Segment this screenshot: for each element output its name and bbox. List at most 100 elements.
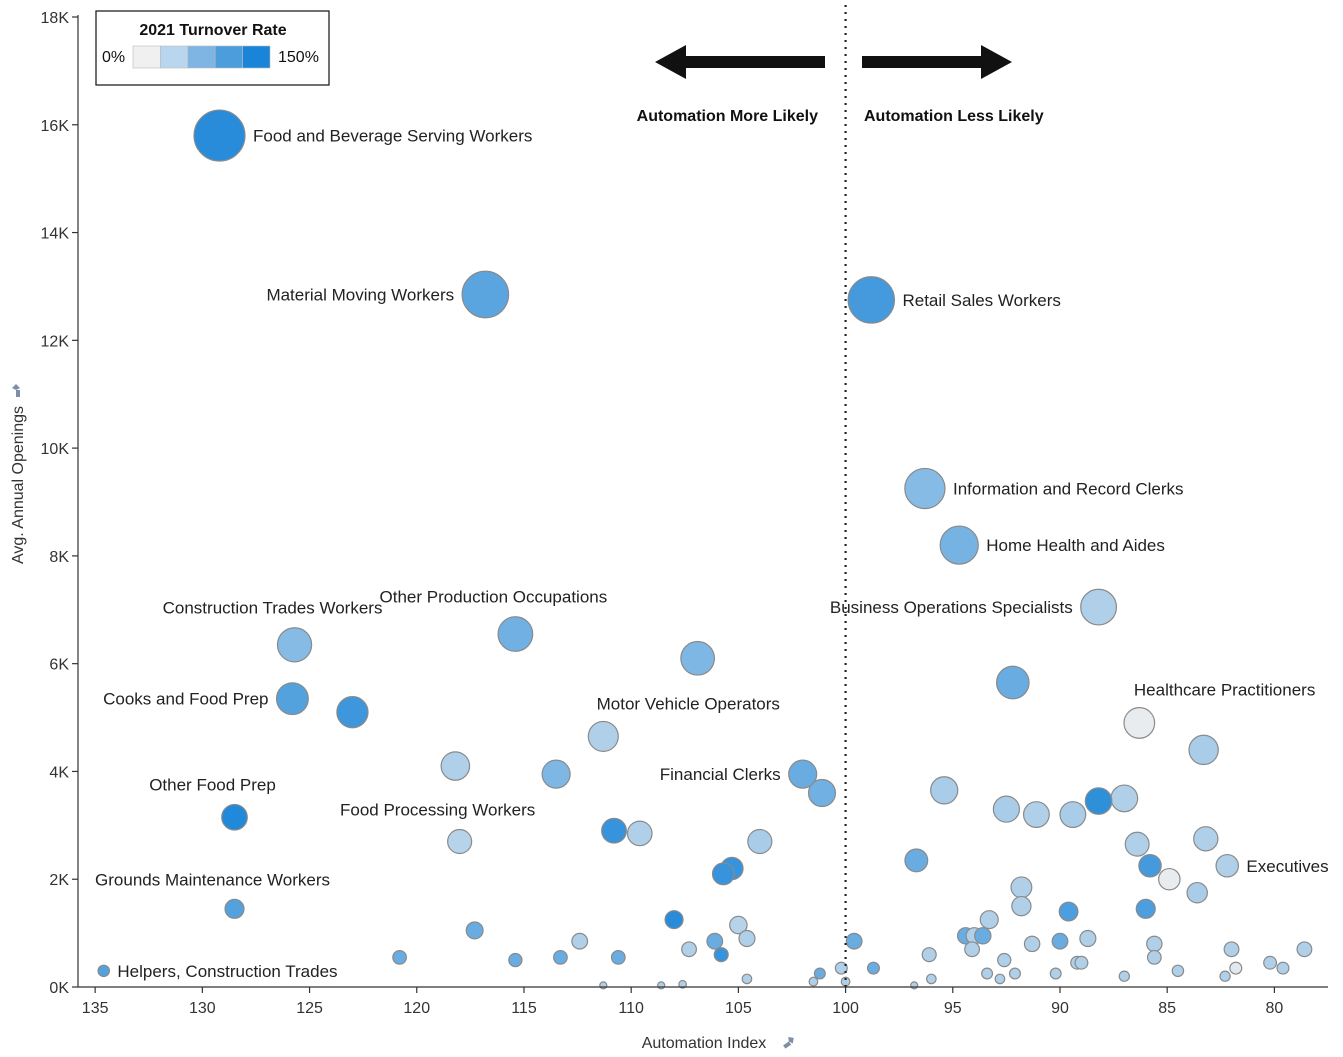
bubble[interactable] bbox=[974, 927, 992, 945]
bubble-healthcare-practitioners[interactable] bbox=[1123, 707, 1156, 739]
bubble[interactable] bbox=[1079, 929, 1097, 948]
bubble[interactable] bbox=[979, 910, 999, 930]
bubble[interactable] bbox=[741, 973, 753, 985]
bubble[interactable] bbox=[1022, 801, 1050, 829]
legend-swatch bbox=[187, 45, 216, 69]
bubble[interactable] bbox=[997, 952, 1012, 968]
bubble[interactable] bbox=[713, 947, 729, 963]
bubble-cooks-and-food-prep[interactable] bbox=[275, 682, 309, 716]
bubble[interactable] bbox=[541, 759, 571, 789]
bubble[interactable] bbox=[1229, 961, 1243, 975]
bubble-construction-trades-workers[interactable] bbox=[276, 627, 313, 663]
x-tick-label: 100 bbox=[832, 1000, 859, 1017]
bubble[interactable] bbox=[465, 921, 484, 940]
bubble[interactable] bbox=[657, 981, 666, 990]
bubble-motor-vehicle-operators[interactable] bbox=[587, 720, 619, 752]
bubble[interactable] bbox=[1124, 831, 1150, 857]
bubble-other-production-occupations[interactable] bbox=[497, 616, 534, 652]
bubble-food-processing-workers[interactable] bbox=[447, 828, 473, 855]
bubble-food-and-beverage-serving-workers[interactable] bbox=[193, 109, 246, 162]
bubble[interactable] bbox=[440, 751, 471, 781]
x-tick-label: 115 bbox=[511, 1000, 537, 1017]
bubble[interactable] bbox=[1110, 784, 1139, 813]
bubble[interactable] bbox=[1118, 970, 1130, 982]
bubble[interactable] bbox=[1049, 967, 1062, 980]
bubble[interactable] bbox=[553, 949, 568, 965]
x-axis-title: Automation Index bbox=[642, 1035, 767, 1052]
x-axis-pin-icon[interactable] bbox=[781, 1035, 796, 1049]
bubble[interactable] bbox=[813, 967, 826, 980]
bubble[interactable] bbox=[964, 941, 981, 958]
bubble[interactable] bbox=[601, 817, 627, 844]
bubble-retail-sales-workers[interactable] bbox=[847, 276, 896, 324]
bubble-business-operations-specialists[interactable] bbox=[1080, 588, 1118, 626]
bubble[interactable] bbox=[807, 778, 837, 808]
bubble[interactable] bbox=[1074, 955, 1089, 970]
bubble[interactable] bbox=[1059, 801, 1087, 829]
bubble[interactable] bbox=[599, 981, 608, 990]
bubble[interactable] bbox=[1171, 964, 1185, 978]
bubble[interactable] bbox=[336, 695, 369, 729]
bubble[interactable] bbox=[1058, 901, 1079, 922]
bubble[interactable] bbox=[1008, 967, 1021, 980]
bubble[interactable] bbox=[1135, 898, 1156, 919]
bubble[interactable] bbox=[981, 967, 994, 980]
bubble[interactable] bbox=[610, 949, 626, 965]
bubble[interactable] bbox=[729, 915, 748, 935]
bubble[interactable] bbox=[571, 932, 589, 950]
bubble[interactable] bbox=[921, 947, 937, 963]
bubble[interactable] bbox=[508, 952, 523, 968]
bubble[interactable] bbox=[994, 973, 1006, 985]
bubble[interactable] bbox=[1051, 932, 1069, 950]
bubble[interactable] bbox=[706, 932, 724, 950]
bubble[interactable] bbox=[1219, 970, 1231, 982]
bubble[interactable] bbox=[1158, 867, 1181, 891]
bubble[interactable] bbox=[1188, 734, 1219, 766]
bubble[interactable] bbox=[904, 848, 929, 873]
bubble[interactable] bbox=[1010, 876, 1033, 899]
bubble[interactable] bbox=[1276, 961, 1290, 975]
bubble[interactable] bbox=[626, 820, 653, 847]
turnover-legend: 2021 Turnover Rate 0% 150% bbox=[95, 10, 330, 86]
bubble[interactable] bbox=[834, 961, 848, 975]
bubble[interactable] bbox=[1084, 787, 1113, 815]
bubble[interactable] bbox=[747, 828, 773, 855]
bubble[interactable] bbox=[711, 862, 735, 886]
bubble[interactable] bbox=[866, 961, 880, 975]
y-axis-pin-icon[interactable] bbox=[12, 384, 20, 397]
bubble[interactable] bbox=[1146, 935, 1163, 953]
bubble[interactable] bbox=[738, 929, 756, 948]
bubble[interactable] bbox=[664, 910, 684, 930]
bubble[interactable] bbox=[995, 665, 1030, 700]
bubble-financial-clerks[interactable] bbox=[788, 759, 818, 789]
label-home-health-and-aides: Home Health and Aides bbox=[986, 536, 1165, 555]
bubble[interactable] bbox=[910, 981, 919, 990]
label-healthcare-practitioners: Healthcare Practitioners bbox=[1134, 681, 1315, 700]
bubble[interactable] bbox=[681, 941, 698, 958]
bubble-executives[interactable] bbox=[1215, 853, 1240, 878]
automation-more-likely-label: Automation More Likely bbox=[637, 108, 818, 125]
bubble[interactable] bbox=[1193, 826, 1219, 852]
bubble[interactable] bbox=[680, 640, 716, 676]
bubble-material-moving-workers[interactable] bbox=[461, 270, 510, 319]
bubble[interactable] bbox=[1011, 895, 1032, 917]
bubble-grounds-maintenance-workers[interactable] bbox=[224, 898, 245, 919]
bubble[interactable] bbox=[926, 973, 937, 985]
bubble-information-and-record-clerks[interactable] bbox=[904, 467, 946, 510]
bubble[interactable] bbox=[845, 932, 863, 950]
bubble[interactable] bbox=[392, 949, 408, 965]
bubble[interactable] bbox=[1223, 941, 1240, 958]
bubble-other-food-prep[interactable] bbox=[221, 803, 248, 831]
bubble[interactable] bbox=[1296, 941, 1313, 958]
bubble-helpers-construction-trades[interactable] bbox=[97, 964, 110, 978]
bubble[interactable] bbox=[808, 976, 819, 987]
bubble[interactable] bbox=[1138, 853, 1162, 878]
bubble[interactable] bbox=[678, 979, 688, 989]
bubble[interactable] bbox=[1263, 955, 1278, 970]
bubble[interactable] bbox=[1146, 949, 1162, 965]
bubble[interactable] bbox=[930, 776, 959, 805]
bubble-home-health-and-aides[interactable] bbox=[939, 525, 979, 565]
bubble[interactable] bbox=[992, 795, 1020, 823]
bubble[interactable] bbox=[1023, 935, 1041, 953]
bubble[interactable] bbox=[1186, 881, 1208, 904]
